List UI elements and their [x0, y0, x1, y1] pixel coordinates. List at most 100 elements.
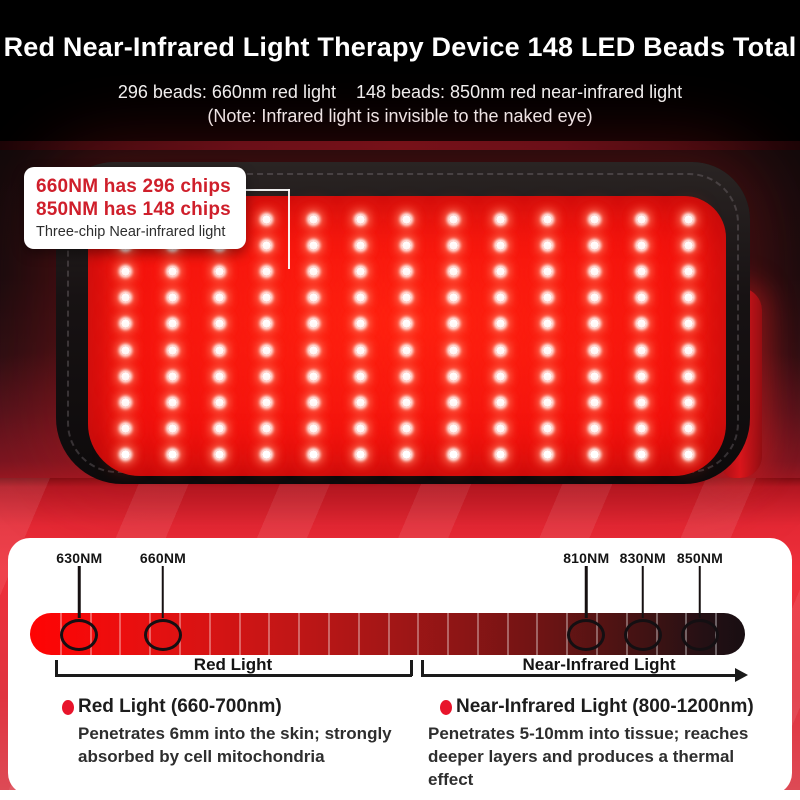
led-dot	[590, 424, 600, 434]
led-dot	[120, 293, 130, 303]
led-dot	[449, 240, 459, 250]
led-dot	[543, 319, 553, 329]
led-dot	[167, 266, 177, 276]
led-dot	[261, 240, 271, 250]
bar-segment-divider	[566, 613, 569, 655]
led-dot	[261, 450, 271, 460]
led-dot	[543, 424, 553, 434]
arrow-right-icon	[735, 668, 748, 682]
led-dot	[355, 266, 365, 276]
led-dot	[402, 214, 412, 224]
callout-connector-line	[243, 189, 290, 191]
led-dot	[167, 319, 177, 329]
led-dot	[120, 424, 130, 434]
bar-segment-divider	[476, 613, 479, 655]
led-dot	[120, 371, 130, 381]
bar-segment-divider	[119, 613, 122, 655]
led-dot	[684, 397, 694, 407]
led-dot	[355, 397, 365, 407]
led-dot	[214, 319, 224, 329]
led-dot	[684, 293, 694, 303]
wavelength-label: 850NM	[676, 550, 724, 566]
led-dot	[543, 450, 553, 460]
led-dot	[449, 345, 459, 355]
callout-850nm-line: 850NM has 148 chips	[36, 199, 231, 220]
bar-segment-divider	[447, 613, 450, 655]
led-dot	[637, 240, 647, 250]
led-dot	[637, 397, 647, 407]
led-dot	[308, 266, 318, 276]
wavelength-pointer-line	[161, 566, 165, 618]
led-dot	[637, 319, 647, 329]
bracket-tick	[55, 660, 58, 676]
range-label-red-light: Red Light	[193, 655, 273, 674]
led-dot	[167, 345, 177, 355]
led-dot	[637, 371, 647, 381]
led-dot	[496, 397, 506, 407]
led-dot	[167, 293, 177, 303]
led-dot	[355, 214, 365, 224]
led-dot	[308, 240, 318, 250]
led-dot	[543, 371, 553, 381]
bar-segment-divider	[506, 613, 509, 655]
wavelength-info-panel: 630NM 660NM 810NM 830NM 850NM Red Light Near…	[8, 538, 792, 795]
led-dot	[449, 424, 459, 434]
led-dot	[543, 397, 553, 407]
wavelength-label: 630NM	[56, 550, 103, 566]
led-dot	[355, 240, 365, 250]
subtitle-note: (Note: Infrared light is invisible to th…	[207, 106, 593, 126]
led-dot	[308, 345, 318, 355]
led-dot	[402, 424, 412, 434]
wavelength-marker-circle	[623, 619, 662, 651]
led-dot	[402, 397, 412, 407]
wavelength-pointer-line	[78, 566, 81, 618]
led-dot	[449, 266, 459, 276]
led-dot	[261, 214, 271, 224]
led-dot	[543, 240, 553, 250]
led-dot	[308, 293, 318, 303]
led-dot	[120, 345, 130, 355]
led-dot	[496, 266, 506, 276]
background-maroon-strip	[0, 141, 800, 151]
subtitle-beads-red: 296 beads: 660nm red light	[117, 82, 336, 102]
led-dot	[449, 450, 459, 460]
led-dot	[308, 424, 318, 434]
bar-segment-divider	[327, 613, 330, 655]
red-bullet-icon	[440, 700, 452, 715]
led-dot	[120, 450, 130, 460]
page-title: Red Near-Infrared Light Therapy Device 1…	[3, 32, 797, 62]
chip-count-callout: 660NM has 296 chips 850NM has 148 chips …	[24, 167, 246, 249]
bar-segment-divider	[208, 613, 211, 655]
led-dot	[214, 397, 224, 407]
led-dot	[214, 266, 224, 276]
led-dot	[261, 319, 271, 329]
wavelength-pointer-line	[641, 566, 644, 618]
led-dot	[496, 319, 506, 329]
led-dot	[308, 397, 318, 407]
bracket-tick	[410, 660, 413, 676]
led-dot	[684, 450, 694, 460]
led-dot	[684, 266, 694, 276]
led-dot	[261, 266, 271, 276]
led-dot	[496, 424, 506, 434]
led-dot	[402, 371, 412, 381]
legend-body-nir-light: Penetrates 5-10mm into tissue; reaches d…	[428, 724, 749, 789]
nir-light-arrow-line	[421, 674, 736, 677]
led-dot	[684, 424, 694, 434]
led-dot	[590, 371, 600, 381]
led-dot	[496, 450, 506, 460]
led-dot	[355, 371, 365, 381]
led-dot	[355, 319, 365, 329]
led-dot	[214, 450, 224, 460]
wavelength-marker-circle	[143, 619, 182, 651]
led-dot	[261, 293, 271, 303]
led-dot	[449, 319, 459, 329]
led-dot	[402, 293, 412, 303]
led-dot	[308, 214, 318, 224]
bar-segment-divider	[357, 613, 360, 655]
led-dot	[449, 371, 459, 381]
led-dot	[496, 214, 506, 224]
led-dot	[120, 266, 130, 276]
led-dot	[543, 293, 553, 303]
led-dot	[167, 450, 177, 460]
